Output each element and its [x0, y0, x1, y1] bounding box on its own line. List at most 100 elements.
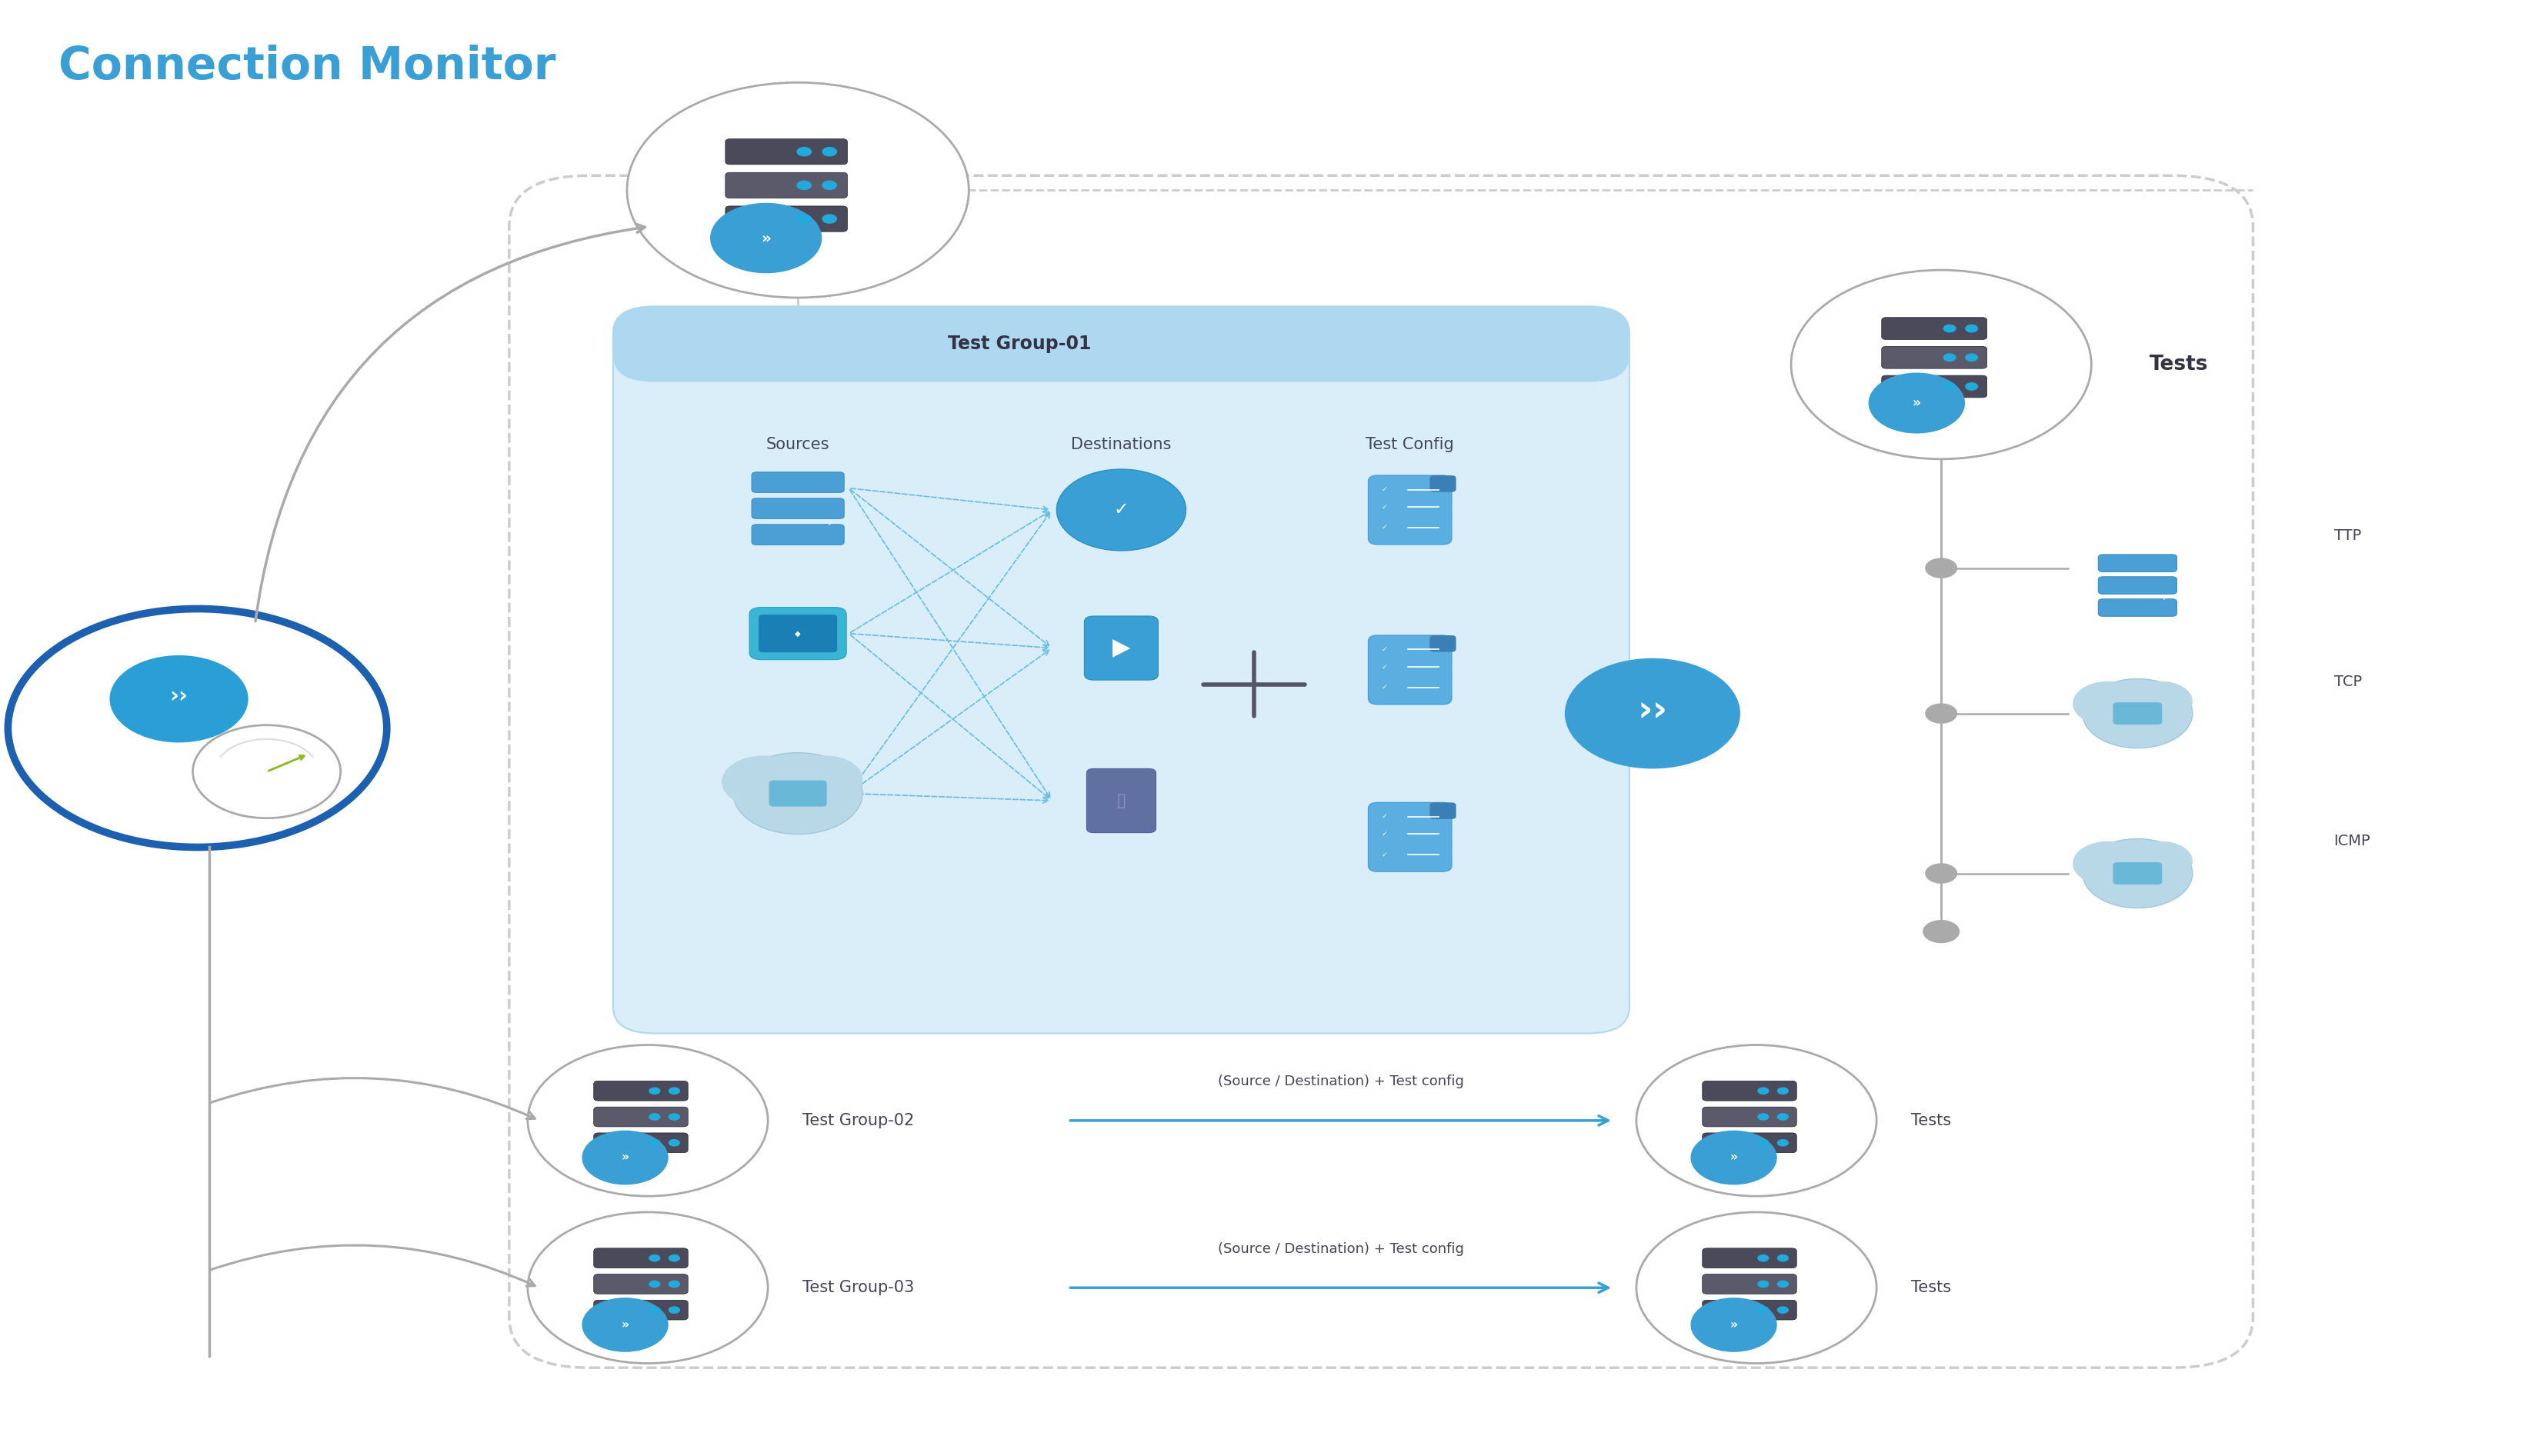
Circle shape: [669, 1306, 679, 1313]
Circle shape: [752, 764, 843, 823]
Circle shape: [1636, 1045, 1876, 1197]
FancyBboxPatch shape: [1429, 802, 1457, 820]
FancyBboxPatch shape: [614, 306, 1629, 1034]
Circle shape: [1757, 1114, 1770, 1121]
Circle shape: [2497, 533, 2525, 603]
Circle shape: [528, 1045, 768, 1197]
Circle shape: [109, 655, 247, 743]
FancyBboxPatch shape: [752, 472, 843, 492]
FancyBboxPatch shape: [1702, 1248, 1798, 1268]
FancyBboxPatch shape: [2113, 702, 2161, 725]
Text: TTP: TTP: [2333, 529, 2361, 543]
Circle shape: [2098, 849, 2177, 898]
Circle shape: [1778, 1139, 1788, 1146]
Text: ✓: ✓: [1381, 664, 1389, 670]
FancyBboxPatch shape: [1369, 476, 1452, 545]
Circle shape: [795, 147, 811, 156]
FancyBboxPatch shape: [1881, 347, 1987, 368]
Text: ✓: ✓: [1381, 646, 1389, 652]
FancyBboxPatch shape: [725, 172, 848, 198]
FancyBboxPatch shape: [2098, 577, 2177, 594]
FancyBboxPatch shape: [2098, 555, 2177, 572]
Circle shape: [669, 1280, 679, 1287]
FancyBboxPatch shape: [2113, 862, 2161, 884]
Text: Test Group-02: Test Group-02: [803, 1112, 914, 1128]
Text: »: »: [760, 230, 770, 246]
Circle shape: [1778, 1114, 1788, 1121]
FancyBboxPatch shape: [593, 1248, 687, 1268]
Text: »: »: [621, 1319, 629, 1331]
Circle shape: [710, 202, 823, 274]
FancyArrowPatch shape: [212, 1077, 535, 1118]
Circle shape: [669, 1114, 679, 1121]
Circle shape: [1964, 354, 1977, 361]
Text: TCP: TCP: [2333, 674, 2361, 689]
Text: ✓: ✓: [828, 521, 833, 529]
Circle shape: [649, 1088, 662, 1095]
Circle shape: [1757, 1139, 1770, 1146]
Circle shape: [1924, 558, 1957, 578]
FancyBboxPatch shape: [2522, 686, 2525, 741]
Circle shape: [626, 83, 970, 297]
FancyBboxPatch shape: [593, 1300, 687, 1321]
Text: ◆: ◆: [795, 629, 800, 638]
Circle shape: [1055, 469, 1187, 550]
Text: ✓: ✓: [1114, 501, 1129, 518]
Text: ✓: ✓: [1381, 684, 1389, 690]
Text: Connection Monitor: Connection Monitor: [58, 45, 556, 89]
Text: Sources: Sources: [765, 437, 831, 453]
Text: ››: ››: [1636, 693, 1666, 728]
FancyBboxPatch shape: [593, 1133, 687, 1153]
Text: ✓: ✓: [1381, 486, 1389, 494]
Text: ICMP: ICMP: [2333, 834, 2371, 849]
Circle shape: [795, 214, 811, 224]
Circle shape: [649, 1306, 662, 1313]
Circle shape: [2129, 842, 2192, 881]
Circle shape: [669, 1255, 679, 1262]
Circle shape: [2073, 842, 2144, 885]
FancyBboxPatch shape: [750, 607, 846, 660]
Text: ✓: ✓: [1381, 504, 1389, 511]
Circle shape: [732, 753, 864, 834]
Circle shape: [1964, 325, 1977, 332]
FancyBboxPatch shape: [770, 780, 826, 807]
Text: Test Config: Test Config: [1366, 437, 1454, 453]
Circle shape: [1757, 1280, 1770, 1287]
Circle shape: [581, 1130, 669, 1185]
Text: (Source / Destination) + Test config: (Source / Destination) + Test config: [1217, 1075, 1464, 1089]
FancyBboxPatch shape: [752, 524, 843, 545]
Circle shape: [1778, 1088, 1788, 1095]
Text: (Source / Destination) + Test config: (Source / Destination) + Test config: [1217, 1242, 1464, 1255]
FancyBboxPatch shape: [1702, 1080, 1798, 1101]
Text: ✓: ✓: [1381, 814, 1389, 820]
Text: Tests: Tests: [2149, 354, 2207, 374]
FancyBboxPatch shape: [752, 498, 843, 518]
Text: »: »: [1911, 396, 1922, 411]
Circle shape: [823, 181, 838, 191]
Circle shape: [1922, 920, 1959, 943]
Circle shape: [1692, 1130, 1778, 1185]
Text: ✓: ✓: [1381, 850, 1389, 858]
Circle shape: [2083, 678, 2192, 748]
Circle shape: [649, 1280, 662, 1287]
FancyBboxPatch shape: [2098, 598, 2177, 616]
Text: »: »: [1730, 1152, 1737, 1163]
Circle shape: [649, 1114, 662, 1121]
Circle shape: [8, 609, 386, 847]
FancyArrowPatch shape: [212, 1245, 535, 1286]
FancyBboxPatch shape: [1881, 376, 1987, 397]
Text: Test Group-03: Test Group-03: [803, 1280, 914, 1296]
Text: ▶: ▶: [1111, 636, 1131, 660]
Circle shape: [1868, 373, 1964, 434]
Text: ▯: ▯: [1116, 792, 1126, 810]
Circle shape: [1636, 1213, 1876, 1363]
Circle shape: [1778, 1306, 1788, 1313]
Circle shape: [2098, 689, 2177, 738]
Circle shape: [528, 1213, 768, 1363]
Text: »: »: [1730, 1319, 1737, 1331]
FancyBboxPatch shape: [1702, 1274, 1798, 1294]
FancyBboxPatch shape: [725, 138, 848, 165]
Circle shape: [1964, 383, 1977, 390]
Circle shape: [1944, 383, 1957, 390]
Circle shape: [1566, 658, 1740, 769]
